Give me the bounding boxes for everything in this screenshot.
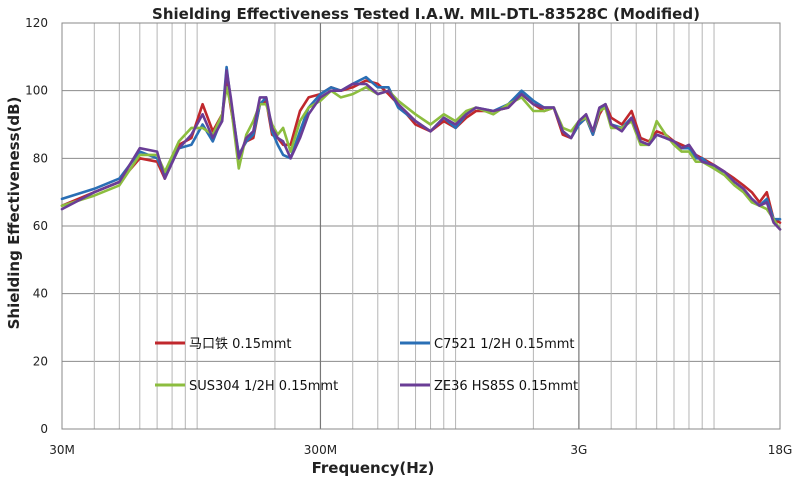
legend: 马口铁 0.15mmt C7521 1/2H 0.15mmt SUS304 1/2H… [155,337,578,394]
legend-label-2: C7521 1/2H 0.15mmt [434,337,575,352]
plot-area [61,22,781,430]
y-axis-label: Shielding Effectiveness(dB) [5,97,23,330]
x-tick-label: 18G [768,443,793,457]
series-line-1 [60,79,782,224]
y-tick-label: 120 [25,16,48,30]
grid [62,22,780,430]
x-tick-label: 300M [304,443,337,457]
series-line-4 [60,69,782,231]
x-tick-labels: 30M 300M 3G 18G [49,443,792,457]
chart-title: Shielding Effectiveness Tested I.A.W. MI… [152,5,700,23]
x-axis-label: Frequency(Hz) [312,459,435,477]
x-tick-label: 30M [49,443,75,457]
y-tick-labels: 0 20 40 60 80 100 120 [25,16,48,436]
legend-label-1: 马口铁 0.15mmt [189,337,292,352]
legend-label-3: SUS304 1/2H 0.15mmt [189,379,338,394]
y-tick-label: 60 [33,219,48,233]
y-tick-label: 80 [33,151,48,165]
y-tick-label: 0 [40,422,48,436]
y-tick-label: 100 [25,84,48,98]
series-lines [60,65,782,231]
y-tick-label: 20 [33,354,48,368]
legend-label-4: ZE36 HS85S 0.15mmt [434,379,578,394]
y-tick-label: 40 [33,287,48,301]
x-tick-label: 3G [570,443,587,457]
